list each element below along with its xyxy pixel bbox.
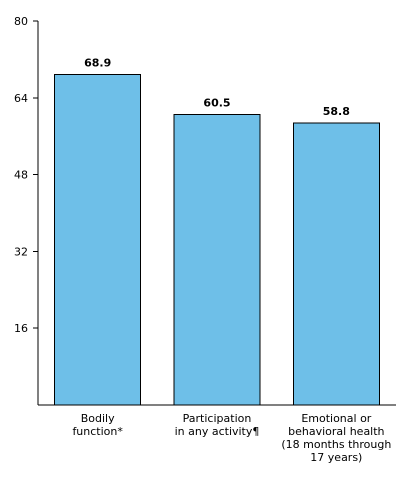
data-label: 58.8 bbox=[323, 105, 350, 118]
bar bbox=[292, 122, 380, 406]
x-category-label-line: function* bbox=[72, 425, 123, 438]
y-tick-label: 16 bbox=[14, 322, 28, 335]
data-label: 60.5 bbox=[203, 97, 230, 110]
y-tick-label: 32 bbox=[14, 245, 28, 258]
y-axis: 16 32 48 64 80 bbox=[14, 15, 39, 405]
data-labels: 68.9 60.5 58.8 bbox=[84, 56, 350, 117]
bar bbox=[54, 73, 142, 406]
x-category-label-line: (18 months through bbox=[281, 438, 391, 451]
x-axis: Bodily function* Participation in any activ… bbox=[38, 404, 396, 464]
x-category-label-line: Bodily bbox=[81, 412, 115, 425]
x-category-label-line: Participation bbox=[183, 412, 252, 425]
x-category-label-line: 17 years) bbox=[310, 451, 362, 464]
bars bbox=[54, 73, 380, 406]
y-tick-label: 64 bbox=[14, 92, 28, 105]
x-category-label-line: in any activity¶ bbox=[175, 425, 260, 438]
x-category-label: Bodily function* bbox=[72, 412, 123, 438]
data-label: 68.9 bbox=[84, 56, 111, 69]
bar bbox=[173, 114, 261, 406]
x-category-label: Emotional or behavioral health (18 months … bbox=[281, 412, 391, 464]
x-category-label-line: Emotional or bbox=[301, 412, 371, 425]
x-category-label: Participation in any activity¶ bbox=[175, 412, 260, 438]
y-tick-label: 80 bbox=[14, 15, 28, 28]
x-category-label-line: behavioral health bbox=[288, 425, 384, 438]
y-tick-label: 48 bbox=[14, 169, 28, 182]
